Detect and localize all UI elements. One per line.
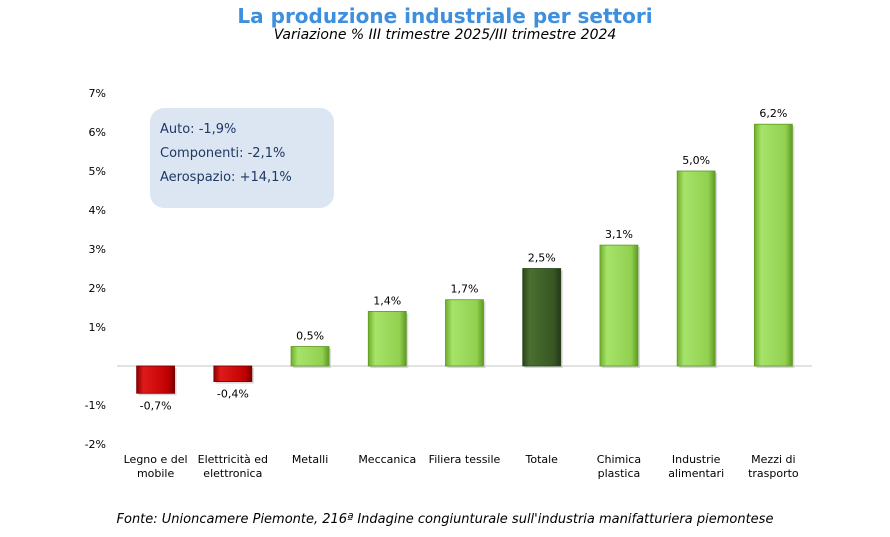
data-label: 1,4% — [373, 294, 401, 307]
category-label: Industrie alimentari — [668, 453, 724, 480]
data-label: 3,1% — [605, 228, 633, 241]
y-tick-label: 1% — [89, 321, 106, 334]
data-label: 1,7% — [451, 283, 479, 296]
bar — [367, 310, 407, 367]
y-tick-label: 2% — [89, 282, 106, 295]
y-tick-label: 7% — [89, 87, 106, 100]
bar — [599, 244, 639, 367]
bar — [213, 365, 253, 383]
note-aerospazio: Aerospazio: +14,1% — [160, 170, 292, 185]
note-box: Auto: -1,9% Componenti: -2,1% Aerospazio… — [150, 108, 334, 208]
note-componenti: Componenti: -2,1% — [160, 146, 286, 161]
chart-subtitle: Variazione % III trimestre 2025/III trim… — [273, 27, 617, 43]
data-label: -0,4% — [217, 388, 249, 401]
category-label: Meccanica — [358, 453, 416, 466]
bar — [522, 268, 562, 367]
category-label: Filiera tessile — [429, 453, 501, 466]
category-label: Legno e del mobile — [124, 453, 188, 480]
data-label: 2,5% — [528, 252, 556, 265]
data-label: -0,7% — [140, 399, 172, 412]
bar — [290, 346, 330, 367]
y-tick-label: 3% — [89, 243, 106, 256]
y-tick-label: 4% — [89, 204, 106, 217]
data-label: 5,0% — [682, 154, 710, 167]
y-tick-label: -1% — [85, 399, 106, 412]
note-auto: Auto: -1,9% — [160, 122, 237, 137]
category-label: Mezzi di trasporto — [748, 453, 799, 480]
category-label: Chimica plastica — [597, 453, 641, 480]
y-tick-label: -2% — [85, 438, 106, 451]
category-label: Metalli — [292, 453, 328, 466]
chart-title: La produzione industriale per settori — [237, 4, 653, 28]
y-tick-label: 5% — [89, 165, 106, 178]
bar — [676, 170, 716, 367]
bar — [753, 123, 793, 367]
bar — [136, 365, 176, 394]
data-label: 6,2% — [759, 107, 787, 120]
bar — [445, 299, 484, 367]
category-label: Elettricità ed elettronica — [198, 453, 268, 480]
chart-source: Fonte: Unioncamere Piemonte, 216ª Indagi… — [116, 512, 774, 527]
data-label: 0,5% — [296, 330, 324, 343]
category-label: Totale — [524, 453, 558, 466]
y-tick-label: 6% — [89, 126, 106, 139]
